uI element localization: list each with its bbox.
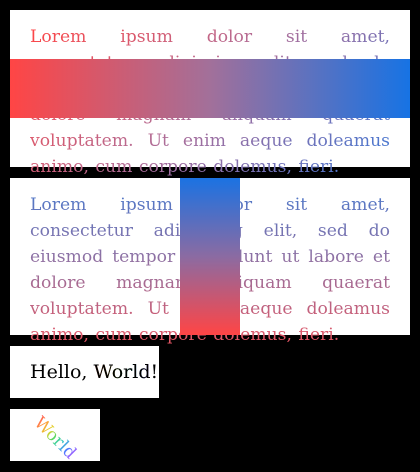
rotated-world-text: World bbox=[29, 413, 81, 464]
greeting-card: Hello, World! bbox=[10, 346, 159, 398]
rotated-word-card: World bbox=[10, 409, 100, 464]
greeting-exclaim: ! bbox=[150, 361, 159, 383]
horizontal-gradient-band bbox=[10, 59, 410, 118]
greeting-hello: Hello, bbox=[30, 361, 94, 383]
vertical-gradient-band bbox=[180, 178, 240, 335]
greeting-world: World bbox=[93, 361, 151, 383]
